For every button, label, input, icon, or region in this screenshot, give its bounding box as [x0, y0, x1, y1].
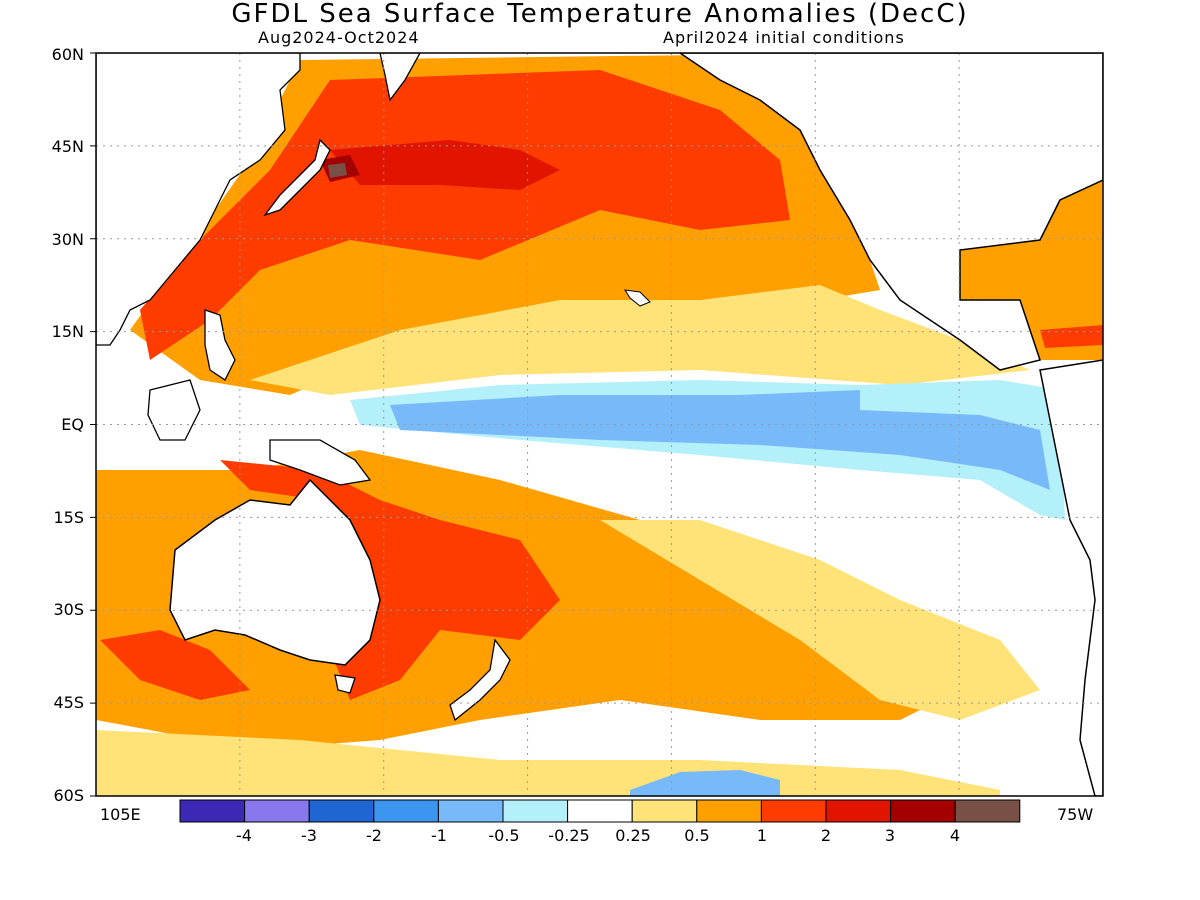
subtropical-mild-band: [250, 285, 1030, 395]
north-pacific-strong-warm: [140, 70, 790, 360]
lat-label: 30N: [51, 230, 84, 249]
philippines: [204, 309, 236, 381]
caribbean-strong-warm: [1040, 325, 1103, 348]
kamchatka: [379, 53, 421, 102]
colorbar-label: 0.5: [684, 826, 710, 845]
colorbar-label: -4: [236, 826, 252, 845]
atlantic-warm-region: [960, 180, 1103, 360]
colorbar-swatch: [890, 799, 956, 823]
colorbar-label: -2: [366, 826, 382, 845]
colorbar-swatch: [308, 799, 375, 823]
lon-label-west: 105E: [100, 805, 141, 824]
lat-label: 45N: [51, 137, 84, 156]
initial-conditions: April2024 initial conditions: [663, 28, 905, 47]
anomaly-field: [96, 53, 1103, 796]
colorbar-swatch: [244, 799, 310, 823]
colorbar-label: -0.5: [488, 826, 520, 845]
lat-label: 60N: [51, 45, 84, 64]
north-america: [678, 53, 1103, 371]
japan: [263, 138, 331, 217]
lat-lon-grid: [96, 53, 1103, 796]
colorbar-swatch: [179, 799, 246, 823]
colorbar-swatch: [437, 799, 504, 823]
south-pacific-mild: [600, 520, 1040, 720]
colorbar-label: -1: [431, 826, 447, 845]
lat-label: 15S: [53, 508, 84, 527]
asia-landmass: [96, 53, 301, 346]
colorbar-swatch: [825, 799, 892, 823]
new-guinea: [269, 439, 372, 486]
australia: [169, 478, 381, 666]
colorbar-label: 2: [820, 826, 832, 845]
lat-label: EQ: [61, 415, 84, 434]
map-title: GFDL Sea Surface Temperature Anomalies (…: [231, 0, 969, 29]
equatorial-cold-core: [390, 390, 1050, 490]
colorbar-swatch: [631, 799, 698, 823]
southern-ocean-warm-band: [100, 630, 250, 700]
colorbar-label: -3: [301, 826, 317, 845]
lon-label-east: 75W: [1057, 805, 1094, 824]
colorbar-label: 1: [756, 826, 768, 845]
kuroshio-hot-core: [330, 140, 560, 190]
colorbar-swatch: [760, 799, 827, 823]
lat-ticks: [90, 52, 96, 797]
colorbar-swatch: [373, 799, 439, 823]
colorbar-swatch: [954, 799, 1021, 823]
colorbar-label: 4: [949, 826, 961, 845]
tasmania: [334, 674, 356, 694]
colorbar-swatch: [502, 799, 569, 823]
colorbar-label: 3: [884, 826, 896, 845]
lat-label: 15N: [51, 322, 84, 341]
southern-ocean-cool: [630, 770, 780, 796]
coral-sea-strong-warm: [220, 460, 560, 700]
kuroshio-peak: [328, 163, 347, 178]
colorbar-swatch: [696, 799, 762, 823]
hawaii: [624, 289, 651, 307]
new-zealand: [449, 638, 511, 722]
lat-label: 30S: [53, 600, 84, 619]
colorbar-swatch: [567, 799, 633, 823]
colorbar: [179, 799, 1021, 823]
lat-label: 60S: [53, 786, 84, 805]
colorbar-label: -0.25: [548, 826, 590, 845]
colorbar-label: 0.25: [615, 826, 651, 845]
forecast-period: Aug2024-Oct2024: [258, 28, 420, 47]
lat-label: 45S: [53, 693, 84, 712]
south-america: [1039, 359, 1103, 796]
